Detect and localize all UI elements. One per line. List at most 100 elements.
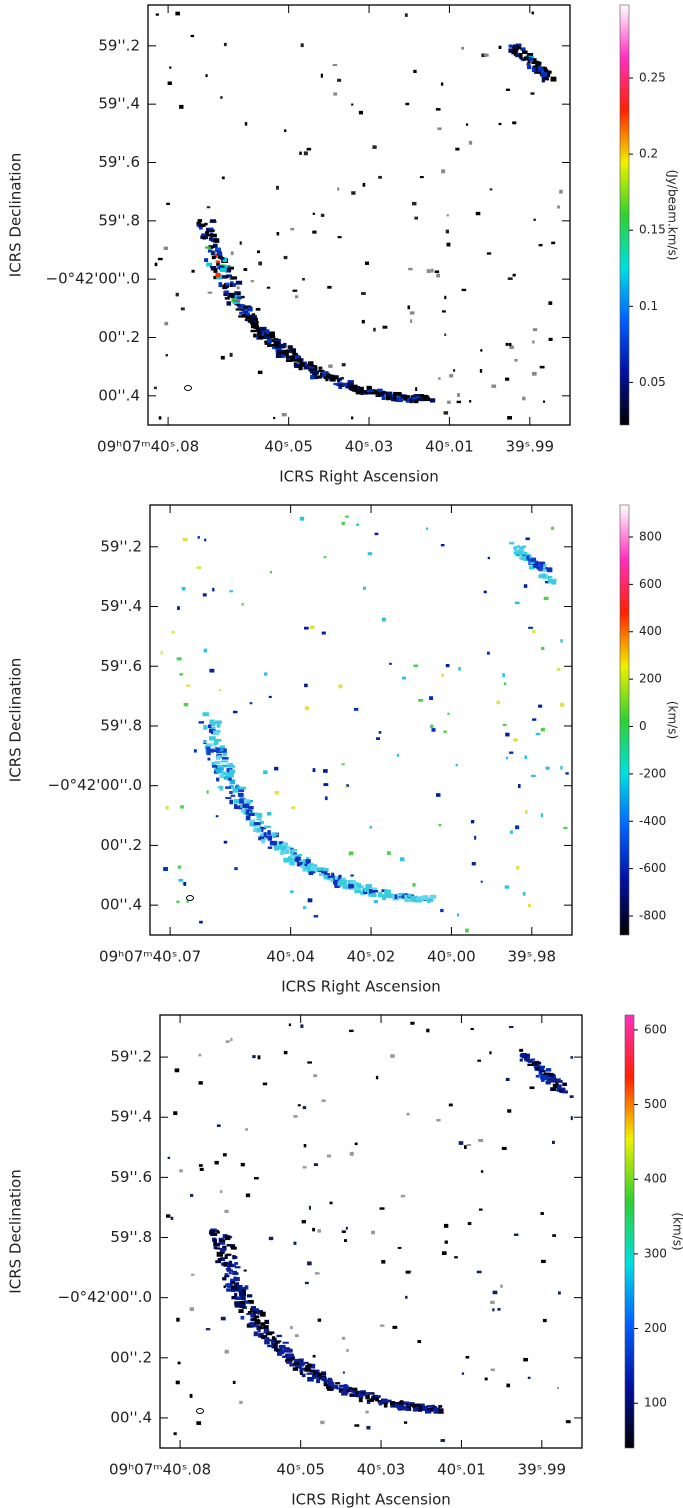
noise-speck (565, 772, 569, 775)
emission (283, 342, 287, 348)
emission (283, 857, 290, 863)
emission (213, 1239, 218, 1244)
noise-speck (505, 342, 509, 346)
emission (545, 580, 550, 584)
emission (267, 846, 273, 849)
noise-speck (299, 516, 305, 521)
emission (209, 220, 217, 223)
noise-speck (382, 325, 388, 329)
emission (225, 283, 229, 288)
noise-speck (523, 1357, 529, 1362)
noise-speck (176, 657, 182, 661)
noise-speck (264, 672, 268, 676)
emission (280, 848, 284, 853)
emission (230, 1288, 236, 1293)
emission (264, 1337, 270, 1340)
emission (225, 786, 232, 789)
emission (203, 724, 207, 730)
emission (371, 887, 378, 892)
emission (236, 303, 242, 307)
noise-speck (492, 1290, 498, 1295)
emission (551, 1074, 556, 1080)
emission (246, 306, 253, 312)
emission (538, 574, 543, 578)
noise-speck (469, 400, 472, 403)
emission (340, 877, 346, 883)
emission (338, 384, 342, 388)
emission (260, 1322, 266, 1326)
emission (538, 1070, 543, 1075)
emission (306, 857, 310, 861)
noise-speck (515, 825, 520, 830)
noise-speck (288, 1023, 291, 1027)
emission (239, 786, 247, 790)
emission (373, 390, 380, 394)
emission (216, 1231, 220, 1234)
noise-speck (414, 216, 419, 220)
emission (308, 368, 316, 372)
emission (308, 863, 314, 866)
emission (298, 365, 303, 371)
noise-speck (178, 878, 183, 882)
noise-speck (419, 176, 424, 179)
emission (209, 237, 213, 241)
emission (508, 44, 513, 48)
emission (209, 726, 216, 730)
emission (211, 764, 217, 768)
noise-speck (458, 1141, 464, 1145)
emission (199, 226, 203, 230)
noise-speck (449, 374, 454, 378)
noise-speck (183, 702, 189, 707)
emission (234, 1292, 238, 1298)
emission (215, 739, 222, 742)
emission (219, 745, 225, 749)
emission (509, 542, 515, 545)
emission (382, 1399, 389, 1403)
emission (524, 555, 530, 560)
emission (287, 345, 293, 349)
emission (263, 1331, 268, 1334)
emission (426, 1405, 433, 1408)
noise-speck (321, 1099, 326, 1102)
noise-speck (353, 707, 359, 711)
noise-speck (396, 753, 400, 757)
emission (345, 386, 349, 389)
noise-speck (530, 92, 535, 95)
noise-speck (177, 606, 180, 610)
emission (216, 251, 222, 255)
emission (552, 1083, 557, 1089)
emission (275, 353, 283, 358)
emission (324, 873, 331, 877)
noise-speck (545, 766, 550, 770)
emission (403, 396, 410, 401)
emission (523, 1054, 528, 1059)
noise-speck (191, 269, 195, 273)
noise-speck (519, 1048, 524, 1052)
noise-speck (408, 267, 413, 271)
emission (219, 1248, 226, 1252)
emission (297, 853, 303, 857)
colorbar (619, 4, 630, 426)
emission (322, 373, 327, 377)
emission (221, 764, 228, 768)
emission (543, 1075, 550, 1080)
emission (201, 223, 206, 228)
emission (300, 1367, 307, 1371)
emission (317, 375, 322, 379)
emission (252, 812, 259, 817)
emission (221, 760, 228, 763)
noise-speck (198, 1053, 202, 1057)
noise-speck (354, 1424, 360, 1427)
emission (264, 1319, 270, 1324)
emission (267, 830, 271, 835)
noise-speck (434, 270, 440, 273)
noise-speck (501, 1146, 507, 1150)
noise-speck (455, 147, 460, 151)
emission (524, 1056, 530, 1062)
noise-speck (525, 537, 530, 541)
x-tick-label: 09ʰ07ᵐ40ˢ.07 (99, 948, 201, 966)
noise-speck (426, 1028, 430, 1033)
noise-speck (308, 1205, 311, 1210)
x-tick-label: 39ˢ.99 (506, 438, 555, 456)
noise-speck (402, 676, 407, 680)
